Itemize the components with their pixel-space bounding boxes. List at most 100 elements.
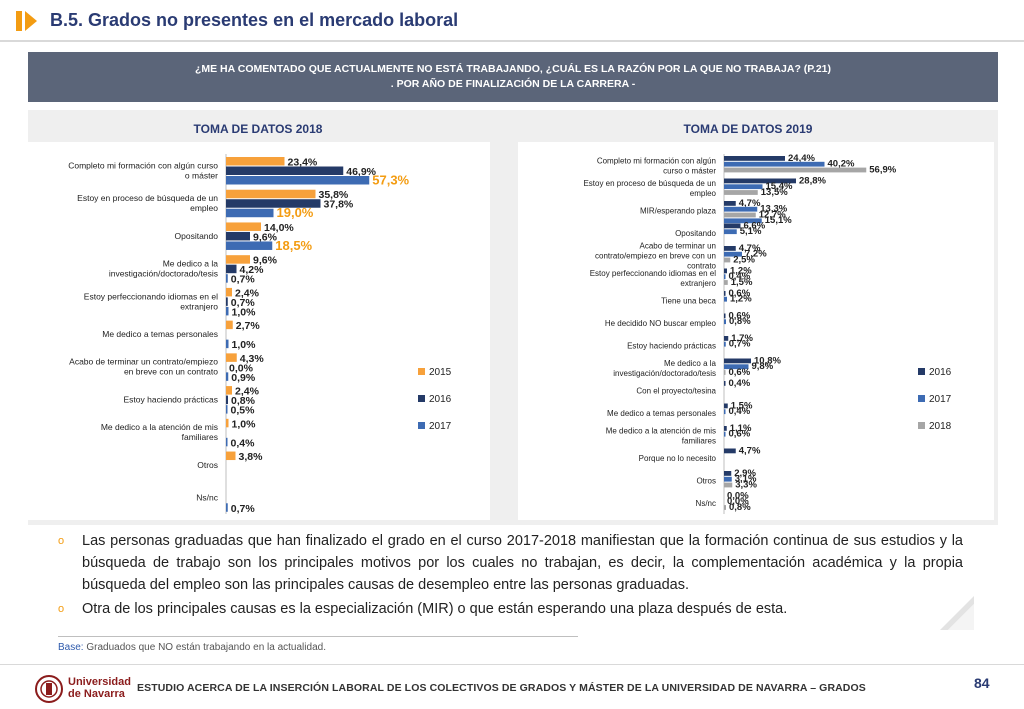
bar-2017: [226, 503, 228, 512]
bar-2018: [724, 212, 756, 218]
bar-2017: [724, 251, 742, 257]
bar-2018: [724, 257, 731, 263]
bar-2015: [226, 255, 250, 264]
legend-swatch: [418, 395, 425, 402]
data-label: 1,0%: [232, 306, 257, 318]
data-label: 3,3%: [735, 479, 757, 490]
chart-2018: Completo mi formación con algún curso o m…: [68, 154, 452, 515]
header-divider: [0, 40, 1024, 42]
category-label: Estoy en proceso de búsqueda de un empleo: [583, 179, 716, 198]
data-label: 0,0%: [727, 496, 749, 507]
data-label: 1,0%: [232, 339, 257, 351]
bar-2017: [724, 431, 726, 437]
data-label: 15,4%: [766, 181, 793, 192]
data-label: 3,1%: [735, 474, 757, 485]
data-label: 2,7%: [236, 320, 261, 332]
section-marker-icon: [16, 11, 37, 31]
data-label: 0,4%: [729, 406, 751, 417]
footer-divider: [0, 664, 1024, 665]
legend-swatch: [918, 395, 925, 402]
category-label: Porque no lo necesito: [639, 454, 717, 463]
data-label: 14,0%: [264, 222, 294, 234]
data-label: 5,1%: [740, 226, 762, 237]
bar-2016: [724, 313, 726, 319]
bar-2018: [724, 482, 733, 488]
bar-2015: [226, 386, 232, 395]
question-line-2: . POR AÑO DE FINALIZACIÓN DE LA CARRERA …: [390, 78, 636, 90]
question-line-1: ¿ME HA COMENTADO QUE ACTUALMENTE NO ESTÁ…: [194, 63, 832, 75]
data-label: 0,7%: [231, 274, 256, 286]
bar-2015: [226, 222, 261, 231]
data-label: 13,5%: [761, 187, 788, 198]
bar-2016: [724, 381, 726, 386]
report-header: B.5. Grados no presentes en el mercado l…: [14, 8, 1014, 38]
data-label: 0,9%: [231, 372, 256, 384]
base-note: Base: Graduados que NO están trabajando …: [58, 642, 326, 653]
legend-label: 2018: [929, 421, 952, 432]
charts-panel: TOMA DE DATOS 2018 TOMA DE DATOS 2019 Co…: [28, 110, 998, 525]
page-number: 84: [974, 675, 990, 691]
question-banner: ¿ME HA COMENTADO QUE ACTUALMENTE NO ESTÁ…: [28, 52, 998, 102]
data-label: 4,7%: [739, 198, 761, 209]
bar-2015: [226, 157, 285, 166]
bar-2016: [724, 358, 751, 364]
data-label: 40,2%: [828, 159, 855, 170]
legend-label: 2015: [429, 367, 452, 378]
university-seal-icon: [35, 675, 63, 703]
data-label: 56,9%: [869, 164, 896, 175]
legend-label: 2016: [429, 394, 452, 405]
data-label: 2,4%: [235, 287, 260, 299]
bar-2017: [724, 161, 825, 167]
bar-2017: [724, 364, 749, 370]
data-label: 0,6%: [729, 288, 751, 299]
category-label: Me dedico a temas personales: [102, 329, 218, 339]
category-label: Otros: [696, 476, 716, 485]
university-logo: Universidad de Navarra: [34, 674, 131, 704]
data-label: 37,8%: [324, 199, 354, 211]
legend-label: 2017: [929, 394, 952, 405]
bullet-circle-icon: o: [58, 603, 65, 615]
bar-2016: [226, 166, 344, 175]
bar-2018: [724, 280, 728, 285]
bar-2018: [724, 190, 758, 195]
bar-2017: [226, 241, 273, 250]
bar-2017: [724, 341, 726, 347]
data-label: 9,6%: [253, 255, 278, 267]
data-label: 24,4%: [788, 153, 815, 164]
data-label: 28,8%: [799, 175, 826, 186]
data-label: 0,7%: [729, 339, 751, 350]
category-label: Tiene una beca: [661, 296, 716, 305]
logo-line-2: de Navarra: [68, 688, 125, 700]
bar-2016: [724, 156, 785, 161]
bar-2017: [724, 206, 758, 212]
bar-2016: [226, 231, 250, 241]
category-label: Acabo de terminar un contrato/empiezo en …: [69, 357, 218, 377]
bar-2016: [724, 223, 741, 229]
bar-2018: [724, 167, 867, 173]
data-label: 0,8%: [729, 502, 751, 513]
legend-swatch: [918, 422, 925, 429]
data-label: 9,6%: [253, 231, 278, 243]
data-label: 1,7%: [731, 333, 753, 344]
chart-2018-box: Completo mi formación con algún curso o m…: [28, 142, 490, 520]
bar-2016: [724, 178, 796, 184]
bar-2015: [226, 189, 316, 199]
bar-2017: [724, 229, 737, 235]
bullet-list: o Las personas graduadas que han finaliz…: [58, 530, 963, 620]
bar-2017: [226, 306, 229, 316]
legend-swatch: [418, 368, 425, 375]
bar-2016: [226, 297, 228, 306]
bar-2016: [724, 201, 736, 206]
bar-2016: [724, 246, 736, 251]
data-label: 0,0%: [727, 490, 749, 501]
data-label: 2,9%: [734, 468, 756, 479]
data-label: 1,0%: [232, 418, 257, 430]
bar-2016: [724, 426, 727, 431]
base-label: Base:: [58, 642, 84, 653]
bar-extra: [724, 218, 762, 224]
bar-2015: [226, 353, 237, 362]
category-label: Estoy haciendo prácticas: [124, 394, 219, 404]
bar-2017: [226, 372, 229, 381]
category-label: Con el proyecto/tesina: [636, 386, 716, 395]
data-label: 0,6%: [729, 367, 751, 378]
